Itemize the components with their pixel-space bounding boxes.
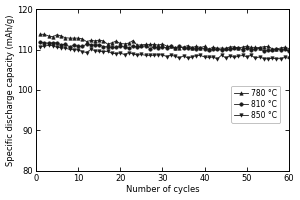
810 °C bbox=[194, 48, 198, 51]
810 °C bbox=[123, 46, 126, 48]
780 °C bbox=[110, 42, 114, 44]
850 °C bbox=[127, 51, 130, 54]
810 °C bbox=[118, 45, 122, 48]
780 °C bbox=[123, 43, 126, 45]
850 °C bbox=[106, 50, 110, 52]
780 °C bbox=[102, 40, 105, 42]
Line: 850 °C: 850 °C bbox=[38, 44, 291, 61]
780 °C bbox=[38, 33, 42, 35]
Line: 810 °C: 810 °C bbox=[38, 40, 291, 53]
850 °C bbox=[287, 57, 291, 60]
850 °C bbox=[266, 58, 270, 60]
X-axis label: Number of cycles: Number of cycles bbox=[126, 185, 199, 194]
Y-axis label: Specific discharge capacity (mAh/g): Specific discharge capacity (mAh/g) bbox=[6, 14, 15, 166]
850 °C bbox=[38, 45, 42, 48]
850 °C bbox=[199, 54, 202, 57]
Line: 780 °C: 780 °C bbox=[38, 33, 291, 51]
810 °C bbox=[287, 50, 291, 52]
Legend: 780 °C, 810 °C, 850 °C: 780 °C, 810 °C, 850 °C bbox=[231, 86, 280, 123]
810 °C bbox=[38, 40, 42, 43]
810 °C bbox=[102, 45, 105, 48]
810 °C bbox=[110, 46, 114, 49]
780 °C bbox=[287, 47, 291, 50]
780 °C bbox=[80, 38, 84, 40]
850 °C bbox=[114, 52, 118, 55]
780 °C bbox=[118, 42, 122, 45]
850 °C bbox=[47, 44, 50, 47]
780 °C bbox=[275, 48, 278, 51]
850 °C bbox=[123, 53, 126, 56]
780 °C bbox=[194, 45, 198, 47]
810 °C bbox=[80, 45, 84, 48]
850 °C bbox=[85, 51, 88, 54]
